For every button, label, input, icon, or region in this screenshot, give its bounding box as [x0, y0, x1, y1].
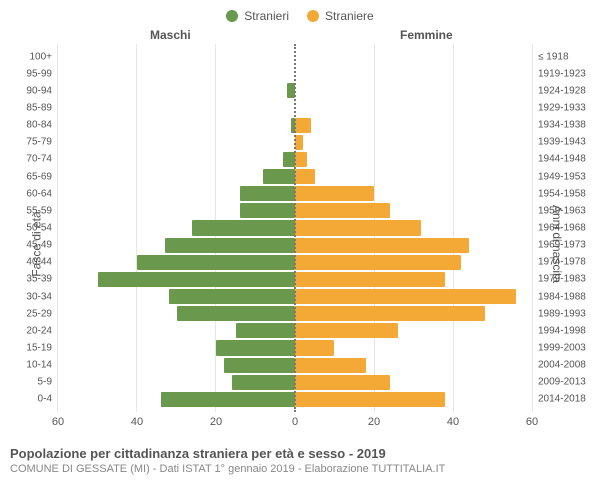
- bar-female: [295, 392, 445, 407]
- header-female: Femmine: [400, 28, 453, 42]
- bar-female: [295, 340, 334, 355]
- age-label: 0-4: [38, 394, 58, 405]
- birth-year-label: 1979-1983: [532, 274, 586, 285]
- pyramid-chart: Fasce di età Anni di nascita 100+≤ 19189…: [8, 44, 592, 444]
- x-tick: 20: [210, 416, 222, 428]
- chart-subtitle: COMUNE DI GESSATE (MI) - Dati ISTAT 1° g…: [10, 462, 590, 476]
- birth-year-label: 2009-2013: [532, 377, 586, 388]
- header-male: Maschi: [150, 28, 191, 42]
- bar-female: [295, 306, 485, 321]
- bar-male: [232, 375, 295, 390]
- birth-year-label: 1939-1943: [532, 137, 586, 148]
- birth-year-label: 1999-2003: [532, 342, 586, 353]
- age-label: 85-89: [26, 102, 58, 113]
- age-label: 10-14: [26, 360, 58, 371]
- age-label: 30-34: [26, 291, 58, 302]
- age-label: 65-69: [26, 171, 58, 182]
- age-label: 95-99: [26, 68, 58, 79]
- birth-year-label: 1934-1938: [532, 120, 586, 131]
- legend-label-female: Straniere: [325, 9, 374, 23]
- age-label: 70-74: [26, 154, 58, 165]
- plot-area: 100+≤ 191895-991919-192390-941924-192885…: [58, 44, 532, 412]
- x-axis: 6040200204060: [58, 416, 532, 430]
- bar-male: [240, 203, 295, 218]
- birth-year-label: 1964-1968: [532, 222, 586, 233]
- chart-footer: Popolazione per cittadinanza straniera p…: [0, 444, 600, 476]
- bar-female: [295, 118, 311, 133]
- chart-title: Popolazione per cittadinanza straniera p…: [10, 446, 590, 462]
- column-headers: Maschi Femmine: [0, 26, 600, 44]
- birth-year-label: 1944-1948: [532, 154, 586, 165]
- bar-female: [295, 358, 366, 373]
- bar-female: [295, 323, 398, 338]
- birth-year-label: 1949-1953: [532, 171, 586, 182]
- bar-female: [295, 220, 421, 235]
- birth-year-label: 1959-1963: [532, 205, 586, 216]
- bar-male: [137, 255, 295, 270]
- x-tick: 60: [52, 416, 64, 428]
- age-label: 100+: [29, 51, 58, 62]
- bar-male: [236, 323, 295, 338]
- birth-year-label: 1969-1973: [532, 240, 586, 251]
- birth-year-label: 1994-1998: [532, 325, 586, 336]
- x-tick: 0: [292, 416, 298, 428]
- x-tick: 40: [131, 416, 143, 428]
- x-tick: 60: [526, 416, 538, 428]
- bar-female: [295, 238, 469, 253]
- bar-female: [295, 152, 307, 167]
- age-label: 40-44: [26, 257, 58, 268]
- birth-year-label: 1989-1993: [532, 308, 586, 319]
- birth-year-label: 1974-1978: [532, 257, 586, 268]
- birth-year-label: ≤ 1918: [532, 51, 569, 62]
- bar-male: [169, 289, 295, 304]
- bar-female: [295, 375, 390, 390]
- age-label: 15-19: [26, 342, 58, 353]
- bar-male: [177, 306, 296, 321]
- birth-year-label: 1929-1933: [532, 102, 586, 113]
- bar-female: [295, 169, 315, 184]
- legend-swatch-female: [307, 10, 319, 22]
- birth-year-label: 1924-1928: [532, 85, 586, 96]
- bar-male: [98, 272, 296, 287]
- legend-swatch-male: [226, 10, 238, 22]
- birth-year-label: 2004-2008: [532, 360, 586, 371]
- legend-item-female: Straniere: [307, 9, 374, 23]
- x-tick: 40: [447, 416, 459, 428]
- age-label: 75-79: [26, 137, 58, 148]
- age-label: 50-54: [26, 222, 58, 233]
- x-tick: 20: [368, 416, 380, 428]
- center-line: [294, 44, 296, 412]
- age-label: 45-49: [26, 240, 58, 251]
- bar-female: [295, 255, 461, 270]
- bar-male: [216, 340, 295, 355]
- legend-item-male: Stranieri: [226, 9, 289, 23]
- legend: Stranieri Straniere: [0, 0, 600, 26]
- bar-female: [295, 272, 445, 287]
- bar-female: [295, 186, 374, 201]
- bar-male: [165, 238, 295, 253]
- age-label: 5-9: [38, 377, 58, 388]
- bar-male: [263, 169, 295, 184]
- birth-year-label: 2014-2018: [532, 394, 586, 405]
- bar-male: [224, 358, 295, 373]
- legend-label-male: Stranieri: [244, 9, 289, 23]
- bar-female: [295, 289, 516, 304]
- bar-male: [192, 220, 295, 235]
- age-label: 55-59: [26, 205, 58, 216]
- bar-female: [295, 203, 390, 218]
- bar-female: [295, 135, 303, 150]
- age-label: 60-64: [26, 188, 58, 199]
- birth-year-label: 1919-1923: [532, 68, 586, 79]
- birth-year-label: 1954-1958: [532, 188, 586, 199]
- age-label: 80-84: [26, 120, 58, 131]
- bar-male: [240, 186, 295, 201]
- birth-year-label: 1984-1988: [532, 291, 586, 302]
- age-label: 25-29: [26, 308, 58, 319]
- age-label: 35-39: [26, 274, 58, 285]
- age-label: 90-94: [26, 85, 58, 96]
- bar-male: [161, 392, 295, 407]
- age-label: 20-24: [26, 325, 58, 336]
